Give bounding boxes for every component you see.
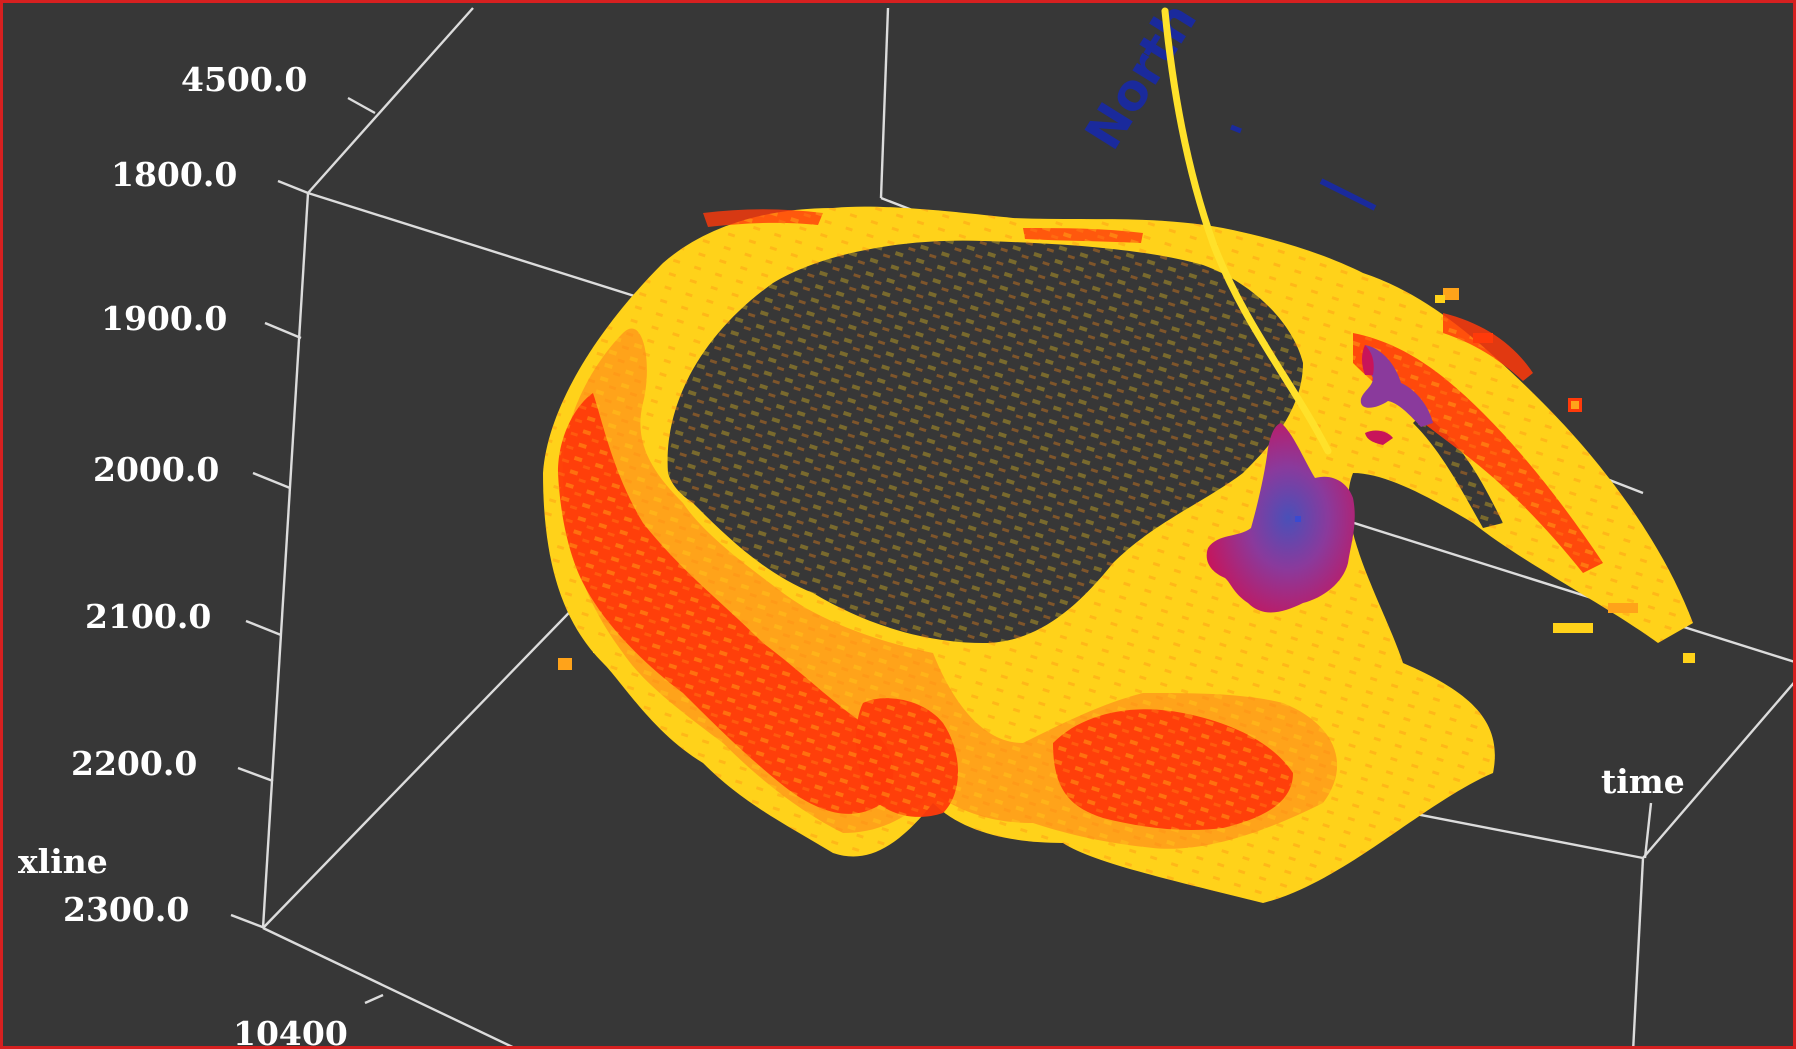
time-tick-label: 2200.0: [71, 744, 197, 783]
axis-labels: 4500.0 1800.0 1900.0 2000.0 2100.0 2200.…: [18, 60, 1685, 1049]
north-label: North: [1074, 3, 1208, 159]
xline-axis-label: xline: [18, 842, 108, 881]
xline-tick-label: 10400: [233, 1014, 348, 1049]
amplitude-anomaly: [1206, 345, 1433, 613]
time-tick-label: 2000.0: [93, 450, 219, 489]
axis-tick-marks: [230, 96, 1653, 1005]
time-tick-label: 2300.0: [63, 890, 189, 929]
well-trajectory: [1161, 7, 1332, 455]
time-tick-label: 2100.0: [85, 597, 211, 636]
time-tick-label: 1900.0: [101, 299, 227, 338]
time-tick-label: 1800.0: [111, 155, 237, 194]
time-axis-label: time: [1601, 762, 1685, 801]
north-arrow-annotation: North: [1074, 3, 1377, 211]
seismic-amplitude-body: [543, 206, 1695, 904]
seismic-volume-scene[interactable]: North: [3, 3, 1796, 1049]
inline-tick-label: 4500.0: [181, 60, 307, 99]
